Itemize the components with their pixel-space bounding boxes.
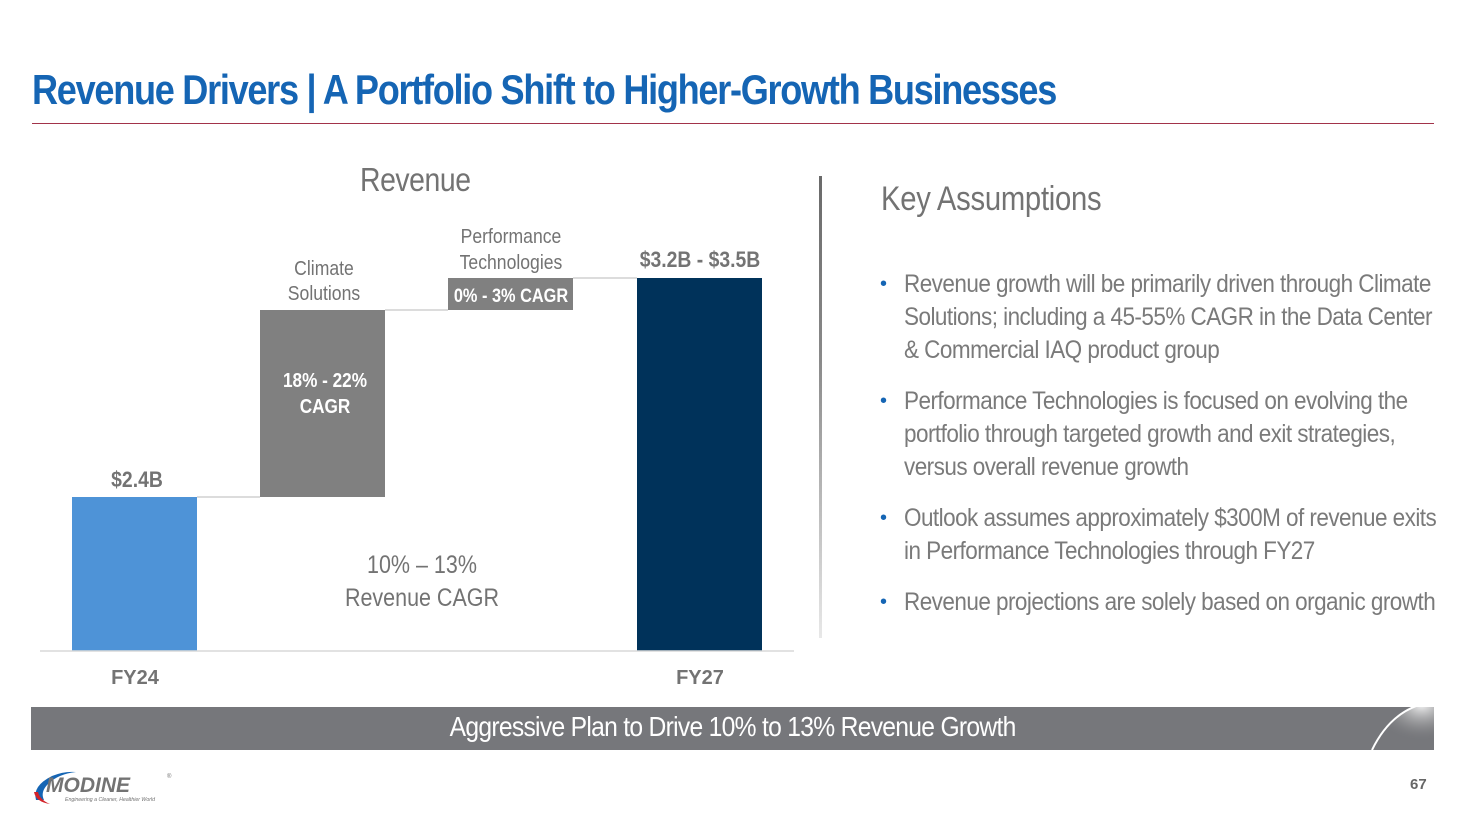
- data-label-fy27: $3.2B - $3.5B: [640, 248, 761, 272]
- bullet-icon: •: [880, 273, 887, 295]
- logo-swoosh-red-icon: [34, 792, 50, 804]
- modine-logo: MODINE ® Engineering a Cleaner, Healthie…: [34, 771, 172, 804]
- bar-fy24: [72, 497, 197, 651]
- revenue-waterfall-chart: $2.4B $3.2B - $3.5B Climate Solutions Pe…: [40, 225, 794, 689]
- logo-wordmark: MODINE: [46, 774, 131, 797]
- bar-fy27: [637, 278, 762, 651]
- key-assumptions-list: • Revenue growth will be primarily driven…: [880, 268, 1440, 637]
- logo-registered-mark: ®: [167, 773, 172, 780]
- bullet-icon: •: [880, 591, 887, 613]
- bullet-icon: •: [880, 507, 887, 529]
- column-divider: [819, 176, 822, 638]
- inner-label-perf-cagr: 0% - 3% CAGR: [454, 285, 568, 306]
- logo-tagline: Engineering a Cleaner, Healthier World: [65, 797, 156, 803]
- swoosh-decoration-icon: [1371, 707, 1434, 750]
- x-tick-label-fy27: FY27: [676, 667, 724, 689]
- page-number: 67: [1410, 776, 1427, 793]
- bar-performance-technologies: [448, 278, 573, 310]
- category-label-perf-line2: Technologies: [460, 251, 563, 273]
- x-tick-label-fy24: FY24: [111, 667, 160, 689]
- page-title: Revenue Drivers | A Portfolio Shift to H…: [32, 66, 1057, 113]
- list-item: • Performance Technologies is focused on …: [880, 387, 1408, 481]
- key-assumptions-title: Key Assumptions: [881, 180, 1102, 218]
- list-item: • Outlook assumes approximately $300M of …: [880, 504, 1437, 565]
- bar-climate-solutions: [260, 310, 385, 497]
- banner-text: Aggressive Plan to Drive 10% to 13% Reve…: [449, 711, 1016, 742]
- category-label-climate-line1: Climate: [294, 257, 354, 279]
- inner-label-climate-cagr-line2: CAGR: [300, 395, 351, 418]
- list-item: • Revenue projections are solely based on…: [880, 586, 1440, 619]
- data-label-fy24: $2.4B: [111, 468, 163, 492]
- bullet-icon: •: [880, 390, 887, 412]
- chart-title: Revenue: [360, 161, 471, 198]
- cagr-annotation-line1: 10% – 13%: [367, 550, 477, 578]
- title-rule: [32, 123, 1434, 124]
- list-item: • Revenue growth will be primarily driven…: [880, 270, 1432, 364]
- inner-label-climate-cagr-line1: 18% - 22%: [283, 369, 367, 392]
- cagr-annotation-line2: Revenue CAGR: [345, 583, 499, 611]
- summary-banner: Aggressive Plan to Drive 10% to 13% Reve…: [31, 707, 1434, 750]
- category-label-perf-line1: Performance: [461, 225, 562, 247]
- category-label-climate-line2: Solutions: [288, 282, 360, 304]
